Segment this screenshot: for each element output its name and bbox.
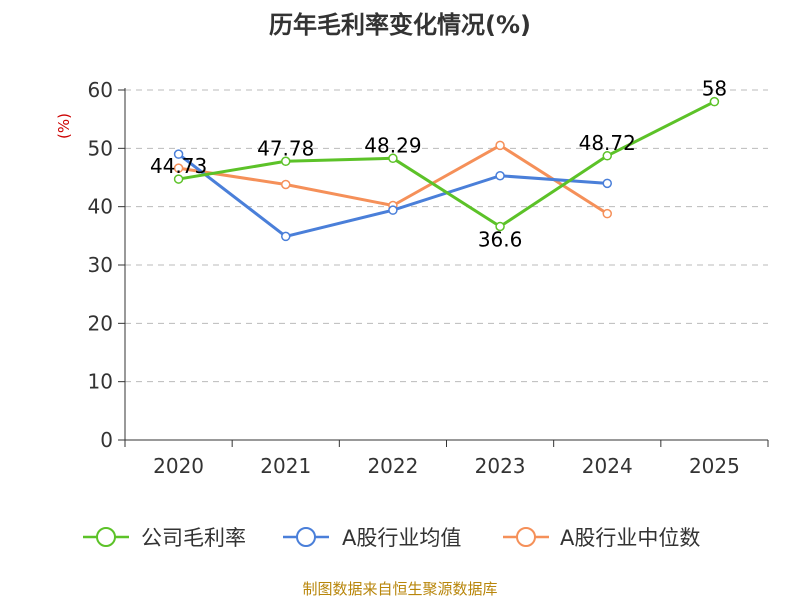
data-label: 36.6 [478,228,523,252]
legend-item-2[interactable]: A股行业中位数 [503,526,700,550]
data-label: 58 [702,77,727,101]
series-point [173,149,184,159]
legend-swatch-marker [296,527,316,547]
legend-label: 公司毛利率 [141,526,246,550]
series-point [495,140,505,151]
data-label: 48.29 [364,133,421,157]
grid-lines [125,89,768,383]
y-axis-unit: (%) [55,113,73,139]
y-tick-label: 30 [88,253,113,277]
y-tick-label: 0 [100,428,113,452]
source-note: 制图数据来自恒生聚源数据库 [302,580,497,598]
legend-swatch-marker [516,527,536,547]
data-label: 47.78 [257,136,314,160]
series-point [495,221,505,232]
series-point [602,178,612,189]
series-point [173,174,184,184]
series-point [281,179,291,190]
axes: 0 10 20 30 40 50 60 2020 2021 2022 2023 2024 2025 [88,78,769,478]
series-point [495,171,505,181]
legend-label: A股行业中位数 [560,526,700,550]
legend-item-0[interactable]: 公司毛利率 [83,526,246,550]
x-tick-label: 2023 [475,454,526,478]
x-tick-label: 2021 [260,454,311,478]
legend-swatch-marker [96,527,116,547]
series-point [388,153,398,164]
x-tick-label: 2020 [153,454,204,478]
series-point [602,208,612,219]
y-tick-label: 60 [88,78,113,102]
x-tick-label: 2025 [689,454,740,478]
series-0 [173,96,720,232]
y-tick-label: 40 [88,195,113,219]
chart-title: 历年毛利率变化情况(%) [269,11,531,39]
x-tick-label: 2024 [582,454,633,478]
legend-label: A股行业均值 [342,526,461,550]
y-tick-label: 10 [88,370,113,394]
legend[interactable]: 公司毛利率 A股行业均值 A股行业中位数 [83,526,700,550]
data-label: 48.72 [579,131,636,155]
series-point [281,231,291,242]
series-line [178,100,716,228]
series-point [388,205,398,215]
x-tick-label: 2022 [367,454,418,478]
y-tick-label: 20 [88,311,113,335]
data-labels: 44.73 47.78 48.29 36.6 48.72 58 [150,77,727,252]
legend-item-1[interactable]: A股行业均值 [283,526,461,550]
series-point [602,151,612,161]
series-point [709,96,720,107]
series-line [177,152,608,238]
series-point [173,163,184,173]
data-label: 44.73 [150,154,207,178]
series-point [281,156,291,167]
series-lines [173,96,720,242]
y-tick-label: 50 [88,136,113,160]
series-1 [173,149,612,242]
